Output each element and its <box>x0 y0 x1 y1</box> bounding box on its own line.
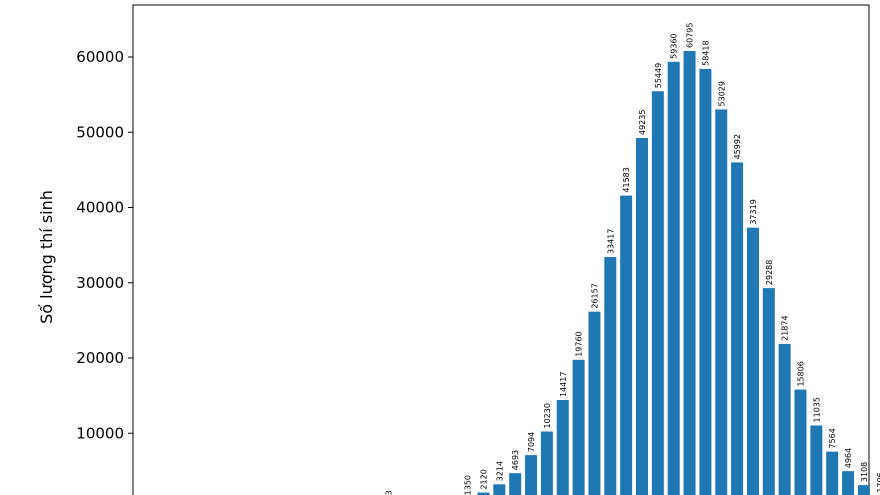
y-tick-label: 20000 <box>76 349 124 367</box>
data-label: 26157 <box>590 283 599 308</box>
data-label: 55449 <box>654 63 663 88</box>
bar <box>588 311 601 495</box>
data-label: 1706 <box>876 472 880 492</box>
bar <box>794 389 807 495</box>
y-tick-label: 50000 <box>76 123 124 141</box>
data-label: 873 <box>384 490 393 495</box>
data-label: 33417 <box>606 229 615 254</box>
data-label: 7564 <box>828 428 837 448</box>
data-label: 15806 <box>797 361 806 386</box>
bar <box>525 455 538 495</box>
bar <box>778 343 791 495</box>
bar <box>810 425 823 495</box>
data-label: 41583 <box>622 167 631 192</box>
data-label: 45992 <box>733 134 742 159</box>
data-label: 29288 <box>765 260 774 285</box>
data-label: 2120 <box>480 469 489 489</box>
bar <box>493 484 506 495</box>
bar <box>604 257 617 495</box>
bar <box>620 195 633 495</box>
bar <box>636 138 648 495</box>
bar <box>857 485 870 495</box>
y-axis: 10000 20000 30000 40000 50000 60000 <box>76 48 133 442</box>
bar <box>715 109 728 495</box>
data-label: 49235 <box>638 110 647 135</box>
bar <box>477 492 490 495</box>
data-label: 21874 <box>781 315 790 340</box>
bar <box>762 288 775 495</box>
data-label: 37319 <box>749 199 758 224</box>
bar <box>651 91 664 495</box>
bar <box>509 473 522 495</box>
bar <box>826 451 839 495</box>
data-label: 53029 <box>717 81 726 106</box>
plot-area <box>132 4 870 495</box>
data-label: 4964 <box>844 448 853 468</box>
data-label: 7094 <box>527 432 536 452</box>
y-tick-label: 30000 <box>76 274 124 292</box>
data-label: 10230 <box>543 403 552 428</box>
y-tick-label: 40000 <box>76 199 124 217</box>
data-label: 60795 <box>686 23 695 48</box>
data-label: 19760 <box>575 331 584 356</box>
bar-series <box>477 51 870 495</box>
bar <box>556 400 569 495</box>
y-tick-label: 60000 <box>76 48 124 66</box>
data-label: 1350 <box>464 475 473 495</box>
data-label: 3214 <box>495 461 504 481</box>
data-label: 4693 <box>511 450 520 470</box>
data-labels: 0005851851487313502120321446937094102301… <box>384 23 880 495</box>
data-label: 58418 <box>701 40 710 65</box>
data-label: 11035 <box>812 397 821 422</box>
y-tick-label: 10000 <box>76 424 124 442</box>
bar <box>842 471 855 495</box>
bar <box>746 227 759 495</box>
bar <box>667 61 680 495</box>
bar <box>731 162 744 495</box>
bar <box>572 359 585 495</box>
data-label: 59360 <box>670 33 679 58</box>
bar <box>540 431 553 495</box>
y-axis-label: Số lượng thí sinh <box>37 190 56 324</box>
bar <box>683 51 696 495</box>
data-label: 14417 <box>559 372 568 397</box>
bar <box>699 68 712 495</box>
data-label: 3108 <box>860 462 869 482</box>
